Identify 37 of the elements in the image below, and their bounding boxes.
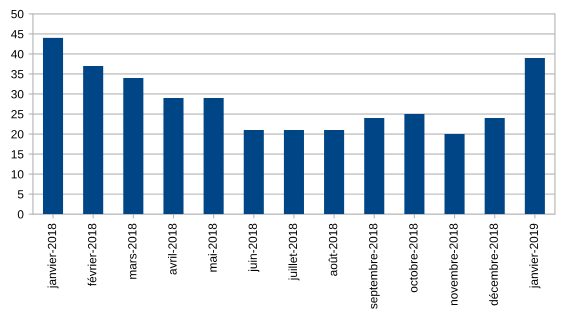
x-tick-label: octobre-2018 — [408, 224, 418, 292]
bar — [244, 130, 264, 214]
x-tick-label: avril-2018 — [168, 224, 177, 275]
x-tick-label: mars-2018 — [128, 224, 136, 279]
x-tick-label: novembre-2018 — [449, 224, 458, 306]
y-tick-label: 35 — [11, 70, 24, 78]
y-tick-label: 0 — [18, 210, 24, 219]
bar — [83, 66, 104, 214]
x-tick-label: septembre-2018 — [368, 224, 380, 309]
bar — [404, 114, 424, 214]
x-tick-label: février-2018 — [88, 224, 96, 286]
y-tick-label: 10 — [12, 170, 24, 178]
bar — [444, 134, 465, 214]
x-tick-label: décembre-2018 — [489, 224, 498, 306]
x-tick-label: mai-2018 — [208, 224, 217, 272]
bar — [284, 130, 304, 214]
y-tick-label: 50 — [11, 10, 24, 18]
bar — [123, 78, 144, 214]
bar — [42, 38, 64, 214]
y-tick-label: 45 — [11, 30, 24, 38]
bar — [524, 58, 545, 214]
bar — [484, 118, 505, 214]
x-tick-label: janvier-2019 — [529, 224, 540, 288]
y-tick-label: 20 — [11, 130, 24, 138]
bar — [324, 130, 344, 214]
x-tick-label: juin-2018 — [248, 224, 260, 272]
x-tick-label: août-2018 — [328, 224, 338, 276]
bar — [163, 98, 184, 214]
x-tick-label: juillet-2018 — [288, 224, 300, 281]
bar — [204, 98, 224, 214]
y-tick-label: 40 — [11, 50, 24, 58]
x-tick-label: janvier-2018 — [48, 224, 59, 288]
y-tick-label: 25 — [11, 110, 24, 118]
y-tick-label: 30 — [11, 90, 24, 98]
y-tick-label: 15 — [12, 150, 24, 158]
bar — [364, 118, 384, 214]
y-tick-label: 5 — [18, 190, 24, 199]
